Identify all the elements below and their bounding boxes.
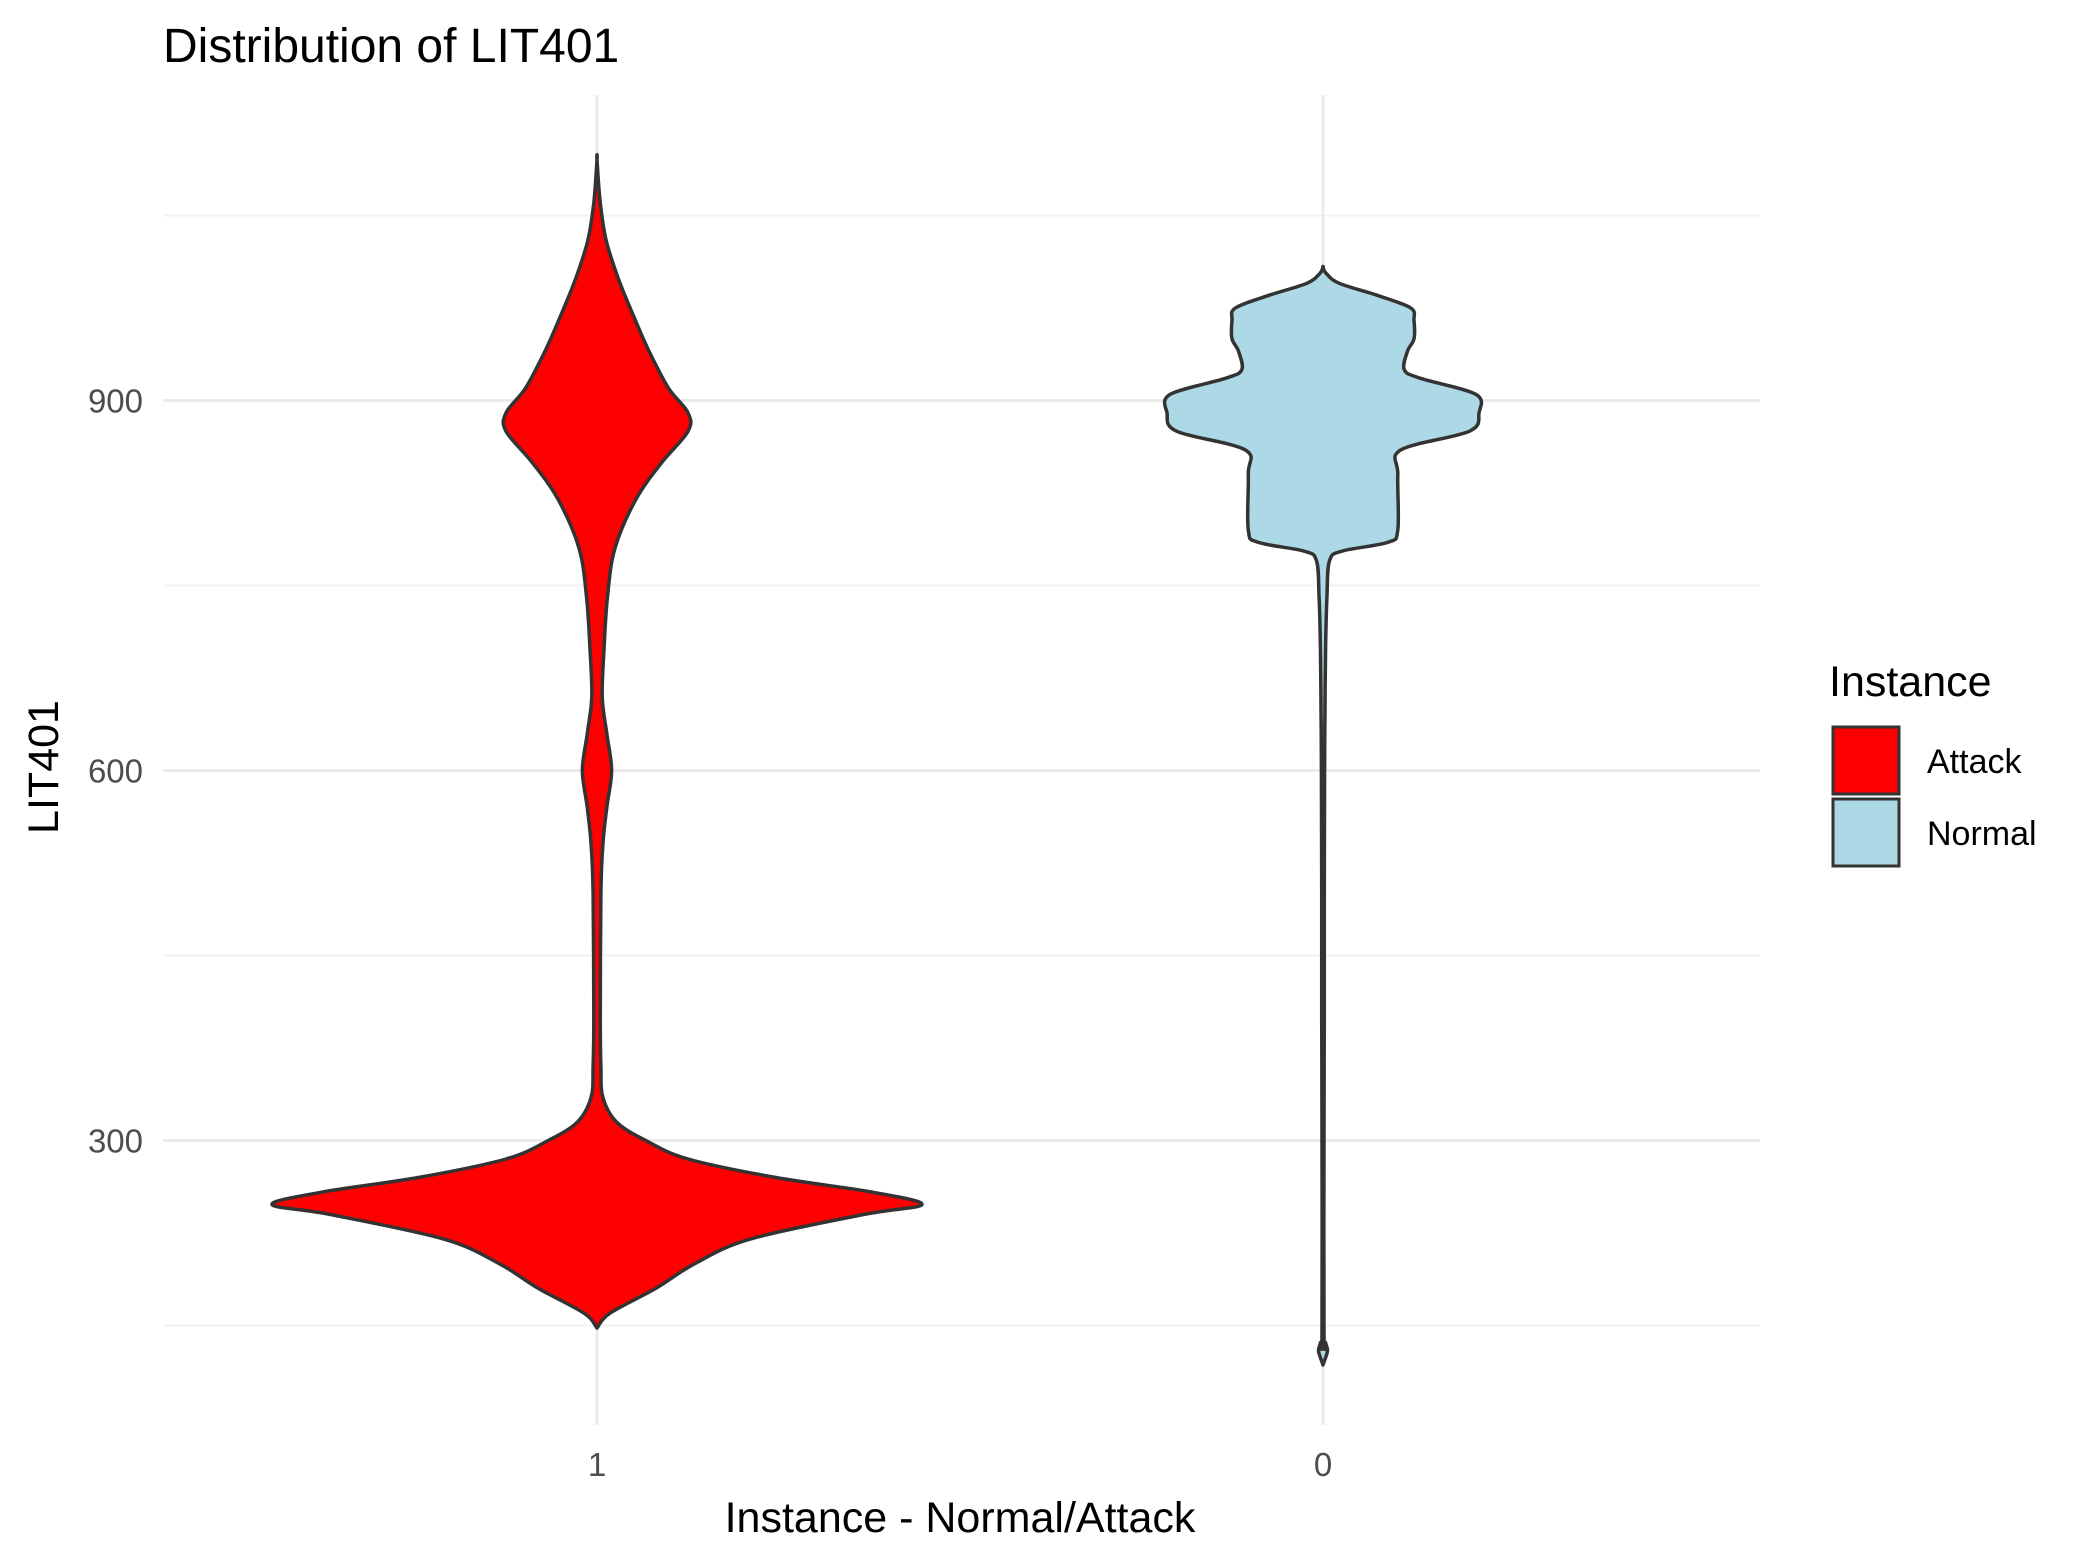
legend-swatch-attack [1831,725,1901,796]
legend: Instance Attack Normal [1829,658,2037,868]
x-tick-label: 1 [588,1446,606,1483]
x-axis-title: Instance - Normal/Attack [725,1494,1196,1542]
violin-normal [1162,264,1484,1367]
x-tick-label: 0 [1314,1446,1332,1483]
legend-title: Instance [1829,658,1992,706]
axis-ticks: 300 600 900 1 0 [88,383,1332,1484]
legend-swatch-normal [1831,797,1901,868]
y-axis-title: LIT401 [20,700,68,834]
violin-attack [270,152,924,1330]
y-tick-label: 600 [88,753,143,790]
violins [270,152,1484,1367]
chart-title: Distribution of LIT401 [163,20,619,73]
legend-label-normal: Normal [1927,815,2037,853]
y-tick-label: 300 [88,1123,143,1160]
y-tick-label: 900 [88,383,143,420]
legend-label-attack: Attack [1927,743,2022,781]
